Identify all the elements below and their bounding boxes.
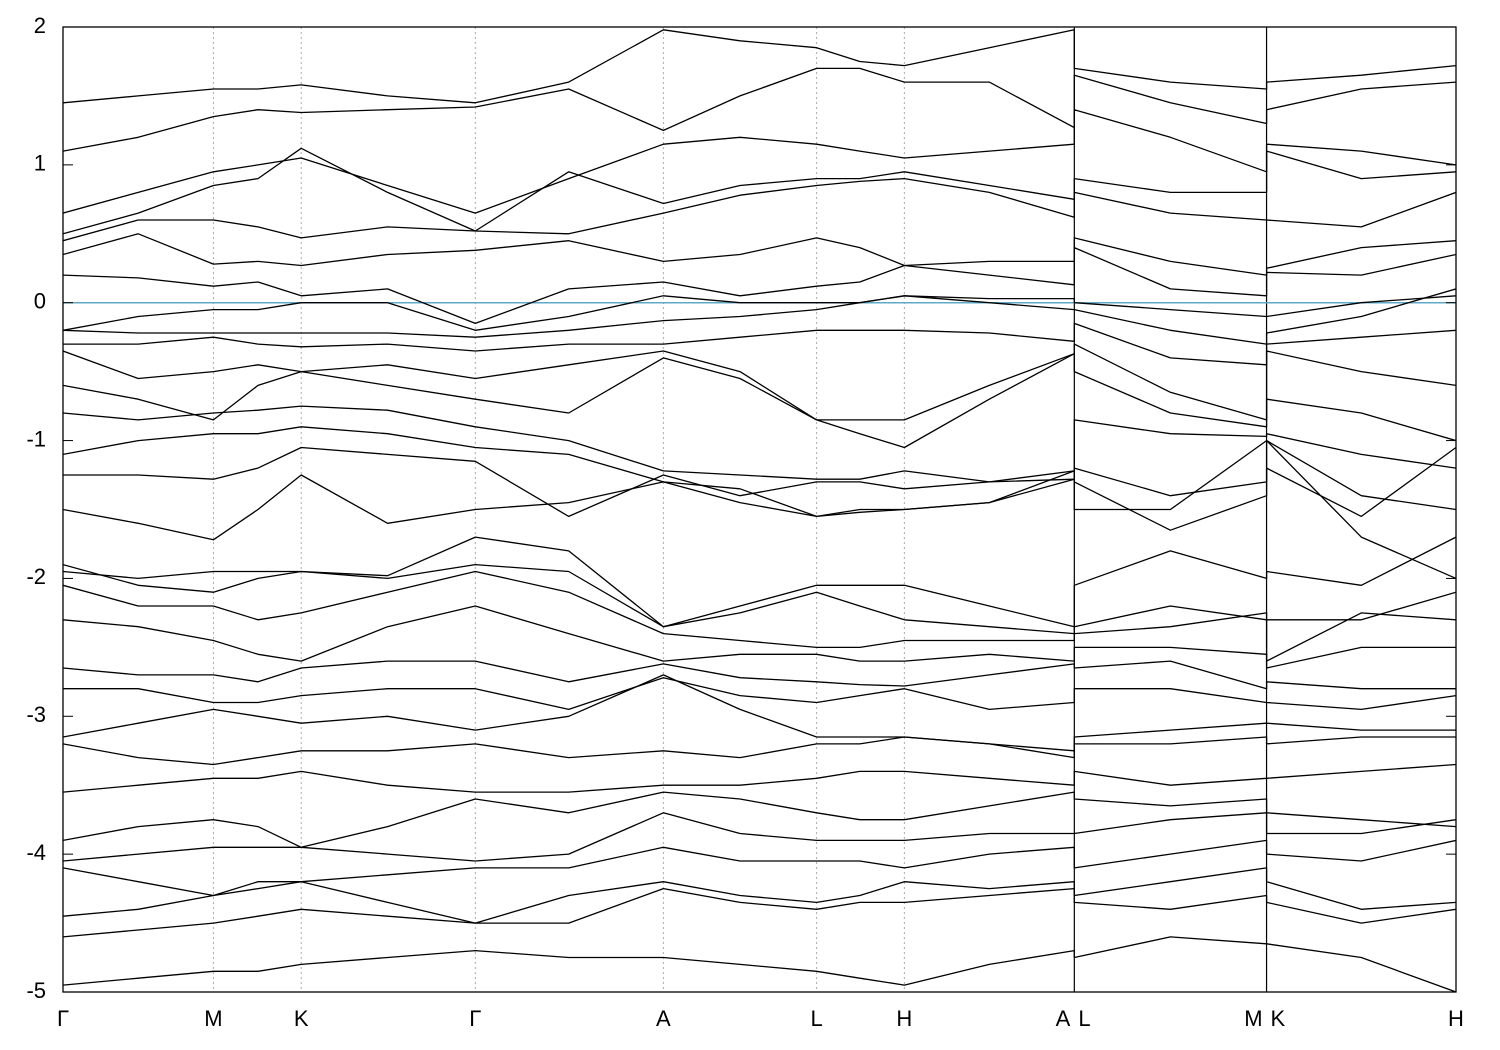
band <box>63 109 1456 214</box>
band <box>63 177 1456 242</box>
band <box>63 233 1456 276</box>
x-tick-label: H <box>896 1006 912 1031</box>
x-tick-label: A <box>656 1006 671 1031</box>
band <box>63 536 1456 628</box>
x-tick-label: Γ <box>57 1006 69 1031</box>
band <box>63 570 1456 662</box>
x-tick-label: H <box>1448 1006 1464 1031</box>
band <box>63 246 1456 325</box>
band <box>63 660 1456 690</box>
band <box>63 867 1456 924</box>
band <box>63 295 1456 331</box>
x-tick-label: K <box>1271 1006 1286 1031</box>
band <box>63 791 1456 848</box>
x-tick-label: M <box>1244 1006 1262 1031</box>
y-tick-label: -1 <box>26 426 46 451</box>
x-tick-label: K <box>294 1006 309 1031</box>
band <box>63 29 1456 104</box>
band <box>63 147 1456 235</box>
x-tick-label: L <box>810 1006 822 1031</box>
y-tick-label: 0 <box>34 289 46 314</box>
band <box>63 936 1456 992</box>
band <box>63 887 1456 938</box>
band <box>63 677 1456 711</box>
band <box>63 605 1456 669</box>
band <box>63 446 1456 541</box>
x-tick-label: L <box>1078 1006 1090 1031</box>
band <box>63 563 1456 635</box>
plot-frame <box>62 26 1457 993</box>
y-tick-label: -4 <box>26 840 46 865</box>
band <box>63 322 1456 366</box>
band <box>63 812 1456 862</box>
x-tick-label: M <box>204 1006 222 1031</box>
x-tick-label: Γ <box>469 1006 481 1031</box>
y-tick-label: -3 <box>26 702 46 727</box>
band <box>63 353 1456 442</box>
band <box>63 674 1456 752</box>
y-tick-label: 1 <box>34 151 46 176</box>
band <box>63 736 1456 766</box>
band <box>63 439 1456 579</box>
y-tick-label: -2 <box>26 564 46 589</box>
x-tick-label: A <box>1056 1006 1071 1031</box>
y-tick-label: 2 <box>34 13 46 38</box>
y-tick-label: -5 <box>26 978 46 1003</box>
band <box>63 67 1456 152</box>
band <box>63 405 1456 483</box>
band <box>63 839 1456 897</box>
band <box>63 763 1456 793</box>
band <box>63 288 1456 345</box>
